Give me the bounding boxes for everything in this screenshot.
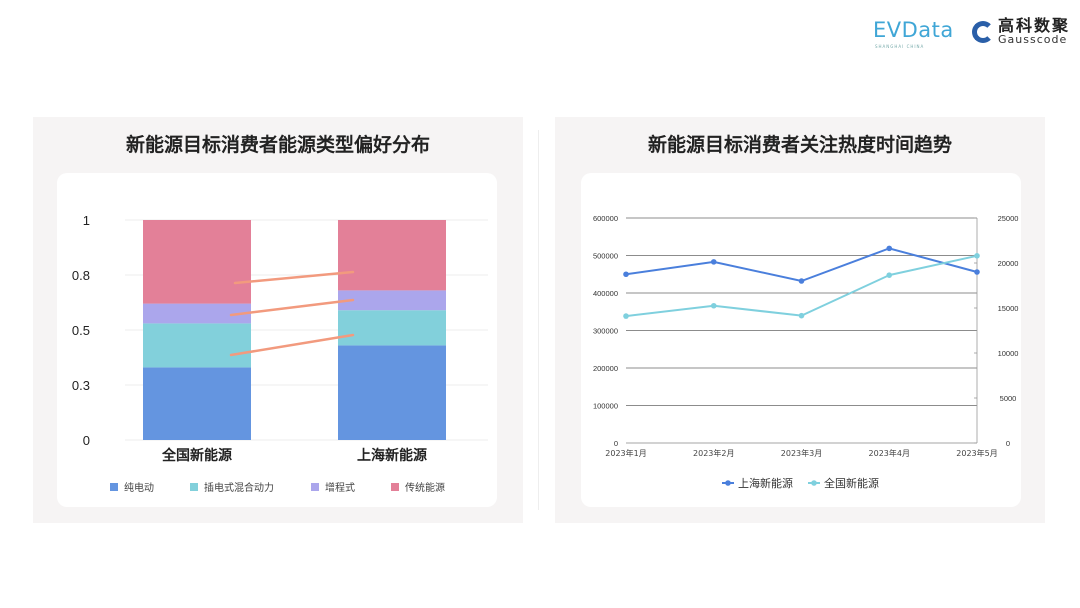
legend-swatch <box>190 483 198 491</box>
y-right-tick-label: 10000 <box>998 349 1019 358</box>
evdata-logo: EVData SHANGHAI CHINA <box>873 18 954 49</box>
y-right-tick-label: 5000 <box>1000 394 1017 403</box>
data-point <box>886 245 893 252</box>
y-right-tick-label: 25000 <box>998 214 1019 223</box>
data-point <box>623 313 629 319</box>
y-tick-label: 1 <box>83 213 90 228</box>
x-tick-label: 2023年2月 <box>693 448 734 458</box>
legend-marker <box>725 480 731 486</box>
data-point <box>974 253 980 259</box>
y-left-tick-label: 500000 <box>593 252 618 261</box>
gausscode-cn: 高科数聚 <box>998 16 1071 35</box>
y-tick-label: 0.8 <box>72 268 90 283</box>
gausscode-logo: 高科数聚 Gausscode <box>972 18 1070 45</box>
legend-swatch <box>110 483 118 491</box>
x-tick-label: 2023年4月 <box>869 448 910 458</box>
bar-segment <box>143 303 251 324</box>
x-tick-label: 2023年3月 <box>781 448 822 458</box>
x-tick-label: 2023年1月 <box>605 448 646 458</box>
legend-label: 全国新能源 <box>824 476 879 490</box>
y-left-tick-label: 200000 <box>593 364 618 373</box>
evdata-logo-text: EVData <box>873 18 954 42</box>
series-line <box>625 247 978 283</box>
data-point <box>974 269 980 275</box>
data-point <box>886 272 893 278</box>
y-left-tick-label: 0 <box>614 439 618 448</box>
bar-segment <box>338 220 446 291</box>
category-label: 全国新能源 <box>161 447 232 464</box>
data-point <box>798 278 805 284</box>
y-left-tick-label: 600000 <box>593 214 618 223</box>
y-left-tick-label: 400000 <box>593 289 618 298</box>
y-left-tick-label: 100000 <box>593 402 618 411</box>
gausscode-en: Gausscode <box>998 33 1068 46</box>
legend-swatch <box>391 483 399 491</box>
bar-segment <box>143 323 251 368</box>
bar-segment <box>338 310 446 346</box>
category-label: 上海新能源 <box>357 447 427 464</box>
y-left-tick-label: 300000 <box>593 327 618 336</box>
annotation-line <box>233 270 355 285</box>
data-point <box>710 302 717 309</box>
data-point <box>623 271 629 278</box>
line-chart-title: 新能源目标消费者关注热度时间趋势 <box>647 134 952 156</box>
annotation-line <box>229 298 355 317</box>
bar-chart-title: 新能源目标消费者能源类型偏好分布 <box>125 134 430 156</box>
gausscode-mark-icon <box>972 20 994 43</box>
data-point <box>710 259 717 265</box>
bar-segment <box>143 367 251 440</box>
x-tick-label: 2023年5月 <box>956 448 997 458</box>
legend-label: 纯电动 <box>124 481 154 494</box>
y-right-tick-label: 15000 <box>998 304 1019 313</box>
y-tick-label: 0 <box>83 433 90 448</box>
y-right-tick-label: 0 <box>1006 439 1010 448</box>
data-point <box>798 312 805 319</box>
legend-swatch <box>311 483 319 491</box>
y-tick-label: 0.5 <box>72 323 90 338</box>
y-right-tick-label: 20000 <box>998 259 1019 268</box>
divider <box>538 130 539 510</box>
legend-label: 增程式 <box>325 481 355 494</box>
legend-label: 传统能源 <box>405 481 445 494</box>
bar-segment <box>338 290 446 311</box>
series-line <box>625 254 978 318</box>
legend-marker <box>811 480 817 486</box>
bar-segment <box>143 220 251 304</box>
evdata-logo-sub: SHANGHAI CHINA <box>875 44 925 49</box>
annotation-line <box>229 333 355 357</box>
bar-segment <box>338 345 446 440</box>
y-tick-label: 0.3 <box>72 378 90 393</box>
legend-label: 插电式混合动力 <box>204 481 274 494</box>
legend-label: 上海新能源 <box>738 476 793 490</box>
line-chart-card <box>581 173 1021 507</box>
